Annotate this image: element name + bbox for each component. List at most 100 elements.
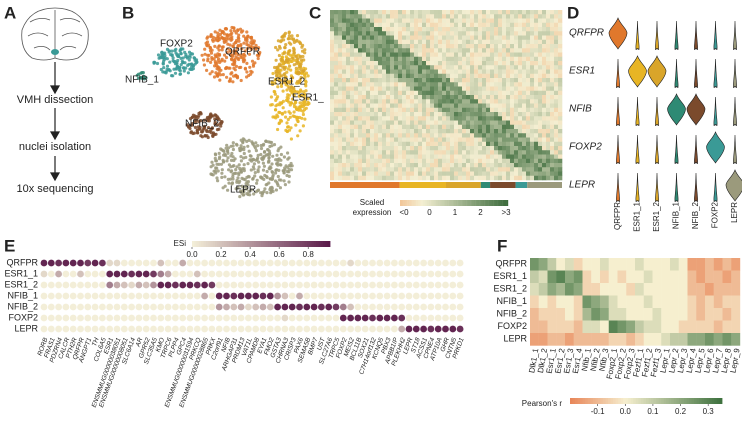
heatmap-cell (494, 167, 499, 172)
heatmap-cell (526, 61, 531, 66)
colorbar-tick-label: -0.1 (591, 407, 605, 416)
row-label: ESR1_2 (493, 284, 527, 294)
heatmap-cell (526, 56, 531, 62)
heatmap-cell (394, 18, 399, 24)
heatmap-cell (354, 18, 359, 24)
heatmap-cell (354, 103, 359, 109)
heatmap-cell (358, 78, 363, 83)
umap-point (288, 111, 292, 115)
heatmap-cell (334, 150, 339, 155)
heatmap-cell (398, 150, 403, 155)
dot (383, 314, 391, 322)
heatmap-cell (430, 99, 435, 104)
heatmap-cell (446, 133, 451, 138)
heatmap-cell (502, 163, 507, 168)
heatmap-cell (382, 78, 387, 83)
heatmap-cell (526, 141, 531, 147)
heatmap-cell (346, 112, 351, 117)
dot (91, 314, 99, 322)
violin (733, 96, 737, 127)
heatmap-cell (366, 107, 371, 113)
heatmap-cell (458, 99, 463, 104)
heatmap-cell (430, 14, 435, 19)
heatmap-cell (486, 124, 491, 130)
heatmap-cell (410, 124, 415, 130)
heatmap-cell (418, 90, 423, 96)
heatmap-cell (522, 95, 527, 100)
dot (252, 314, 260, 322)
heatmap-cell (522, 146, 527, 151)
heatmap-cell (390, 65, 395, 70)
heatmap-cell (338, 146, 343, 151)
heatmap-cell (502, 82, 507, 87)
umap-point (218, 32, 222, 37)
heatmap-cell (430, 86, 435, 92)
umap-point (259, 143, 263, 148)
heatmap-cell (426, 116, 431, 121)
heatmap-cell (346, 120, 351, 126)
heatmap-cell (470, 146, 475, 151)
dot (69, 314, 77, 322)
heatmap-cell (490, 95, 495, 100)
dot (391, 303, 398, 311)
heatmap-cell (558, 141, 563, 147)
dot (99, 259, 106, 267)
umap-point (216, 39, 220, 43)
umap-point (248, 65, 252, 69)
dot (369, 259, 376, 267)
dot (354, 314, 362, 322)
umap-point (229, 72, 233, 76)
heatmap-cell (358, 56, 363, 62)
heatmap-cell (470, 175, 475, 181)
heatmap-cell (398, 14, 403, 19)
heatmap-cell (330, 99, 335, 104)
umap-point (282, 73, 286, 77)
umap-point (224, 37, 228, 42)
dot (179, 303, 187, 311)
heatmap-cell (362, 86, 367, 92)
heatmap-cell (522, 39, 527, 45)
heatmap-cell (696, 308, 706, 321)
umap-point (289, 137, 293, 141)
colorbar-step (500, 200, 503, 206)
umap-point (192, 131, 196, 135)
heatmap-cell (474, 137, 479, 143)
heatmap-cell (510, 61, 515, 66)
heatmap-cell (406, 95, 411, 100)
heatmap-cell (430, 95, 435, 100)
heatmap-cell (542, 154, 547, 160)
heatmap-cell (558, 103, 563, 109)
dot (91, 292, 99, 300)
umap-point (220, 48, 224, 52)
dot (179, 281, 187, 289)
heatmap-cell (554, 137, 559, 143)
heatmap-cell (502, 56, 507, 62)
umap-point (216, 123, 220, 127)
gene-label: UST (316, 336, 327, 352)
heatmap-cell (386, 14, 391, 19)
heatmap-cell (582, 258, 592, 271)
colorbar-step (472, 200, 474, 206)
heatmap-cell (418, 129, 423, 134)
heatmap-cell (354, 175, 359, 181)
column-label: Lepr_3 (676, 347, 689, 374)
heatmap-cell (534, 52, 539, 58)
heatmap-cell (358, 86, 363, 92)
umap-point (303, 117, 307, 121)
heatmap-cell (494, 78, 499, 83)
heatmap-cell (434, 95, 439, 100)
dot (128, 303, 136, 311)
dot (442, 270, 449, 278)
umap-point (226, 151, 230, 155)
dot (215, 292, 223, 300)
umap-point (282, 155, 286, 159)
heatmap-cell (434, 82, 439, 87)
heatmap-cell (478, 146, 483, 151)
heatmap-cell (370, 103, 375, 109)
heatmap-cell (526, 44, 531, 49)
heatmap-cell (670, 308, 679, 321)
heatmap-cell (643, 320, 653, 334)
dot (391, 325, 398, 333)
heatmap-cell (510, 133, 515, 138)
heatmap-cell (370, 129, 375, 134)
